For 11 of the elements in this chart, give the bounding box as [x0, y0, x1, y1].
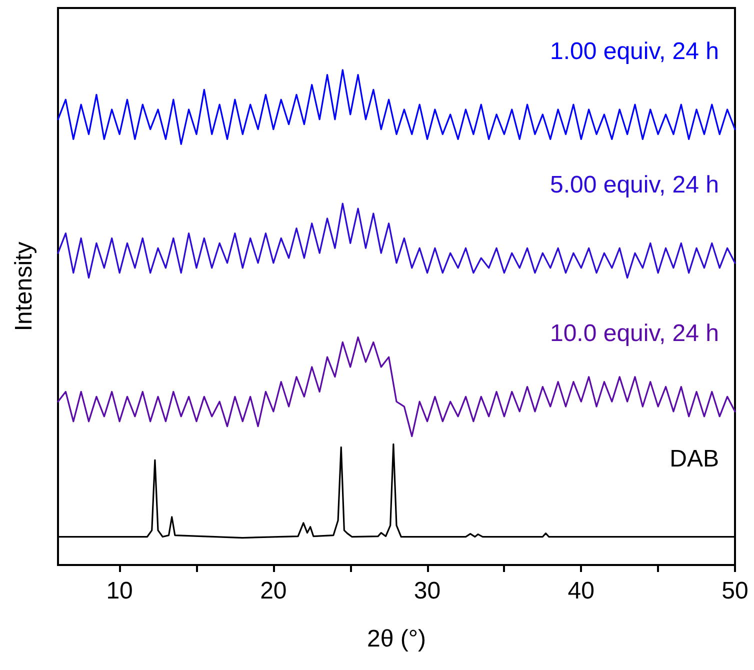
- series-label: 10.0 equiv, 24 h: [550, 320, 719, 348]
- series-label: 5.00 equiv, 24 h: [550, 171, 719, 198]
- x-axis-title: 2θ (°): [367, 626, 426, 652]
- x-tick-label: 10: [106, 578, 133, 604]
- series-label: 1.00 equiv, 24 h: [550, 38, 719, 65]
- x-tick-label: 30: [414, 578, 441, 604]
- y-axis-title: Intensity: [10, 242, 38, 332]
- x-tick-label: 20: [260, 578, 287, 604]
- x-tick-label: 40: [568, 578, 594, 604]
- text: DAB: [670, 445, 719, 472]
- x-tick-label: 50: [722, 578, 748, 604]
